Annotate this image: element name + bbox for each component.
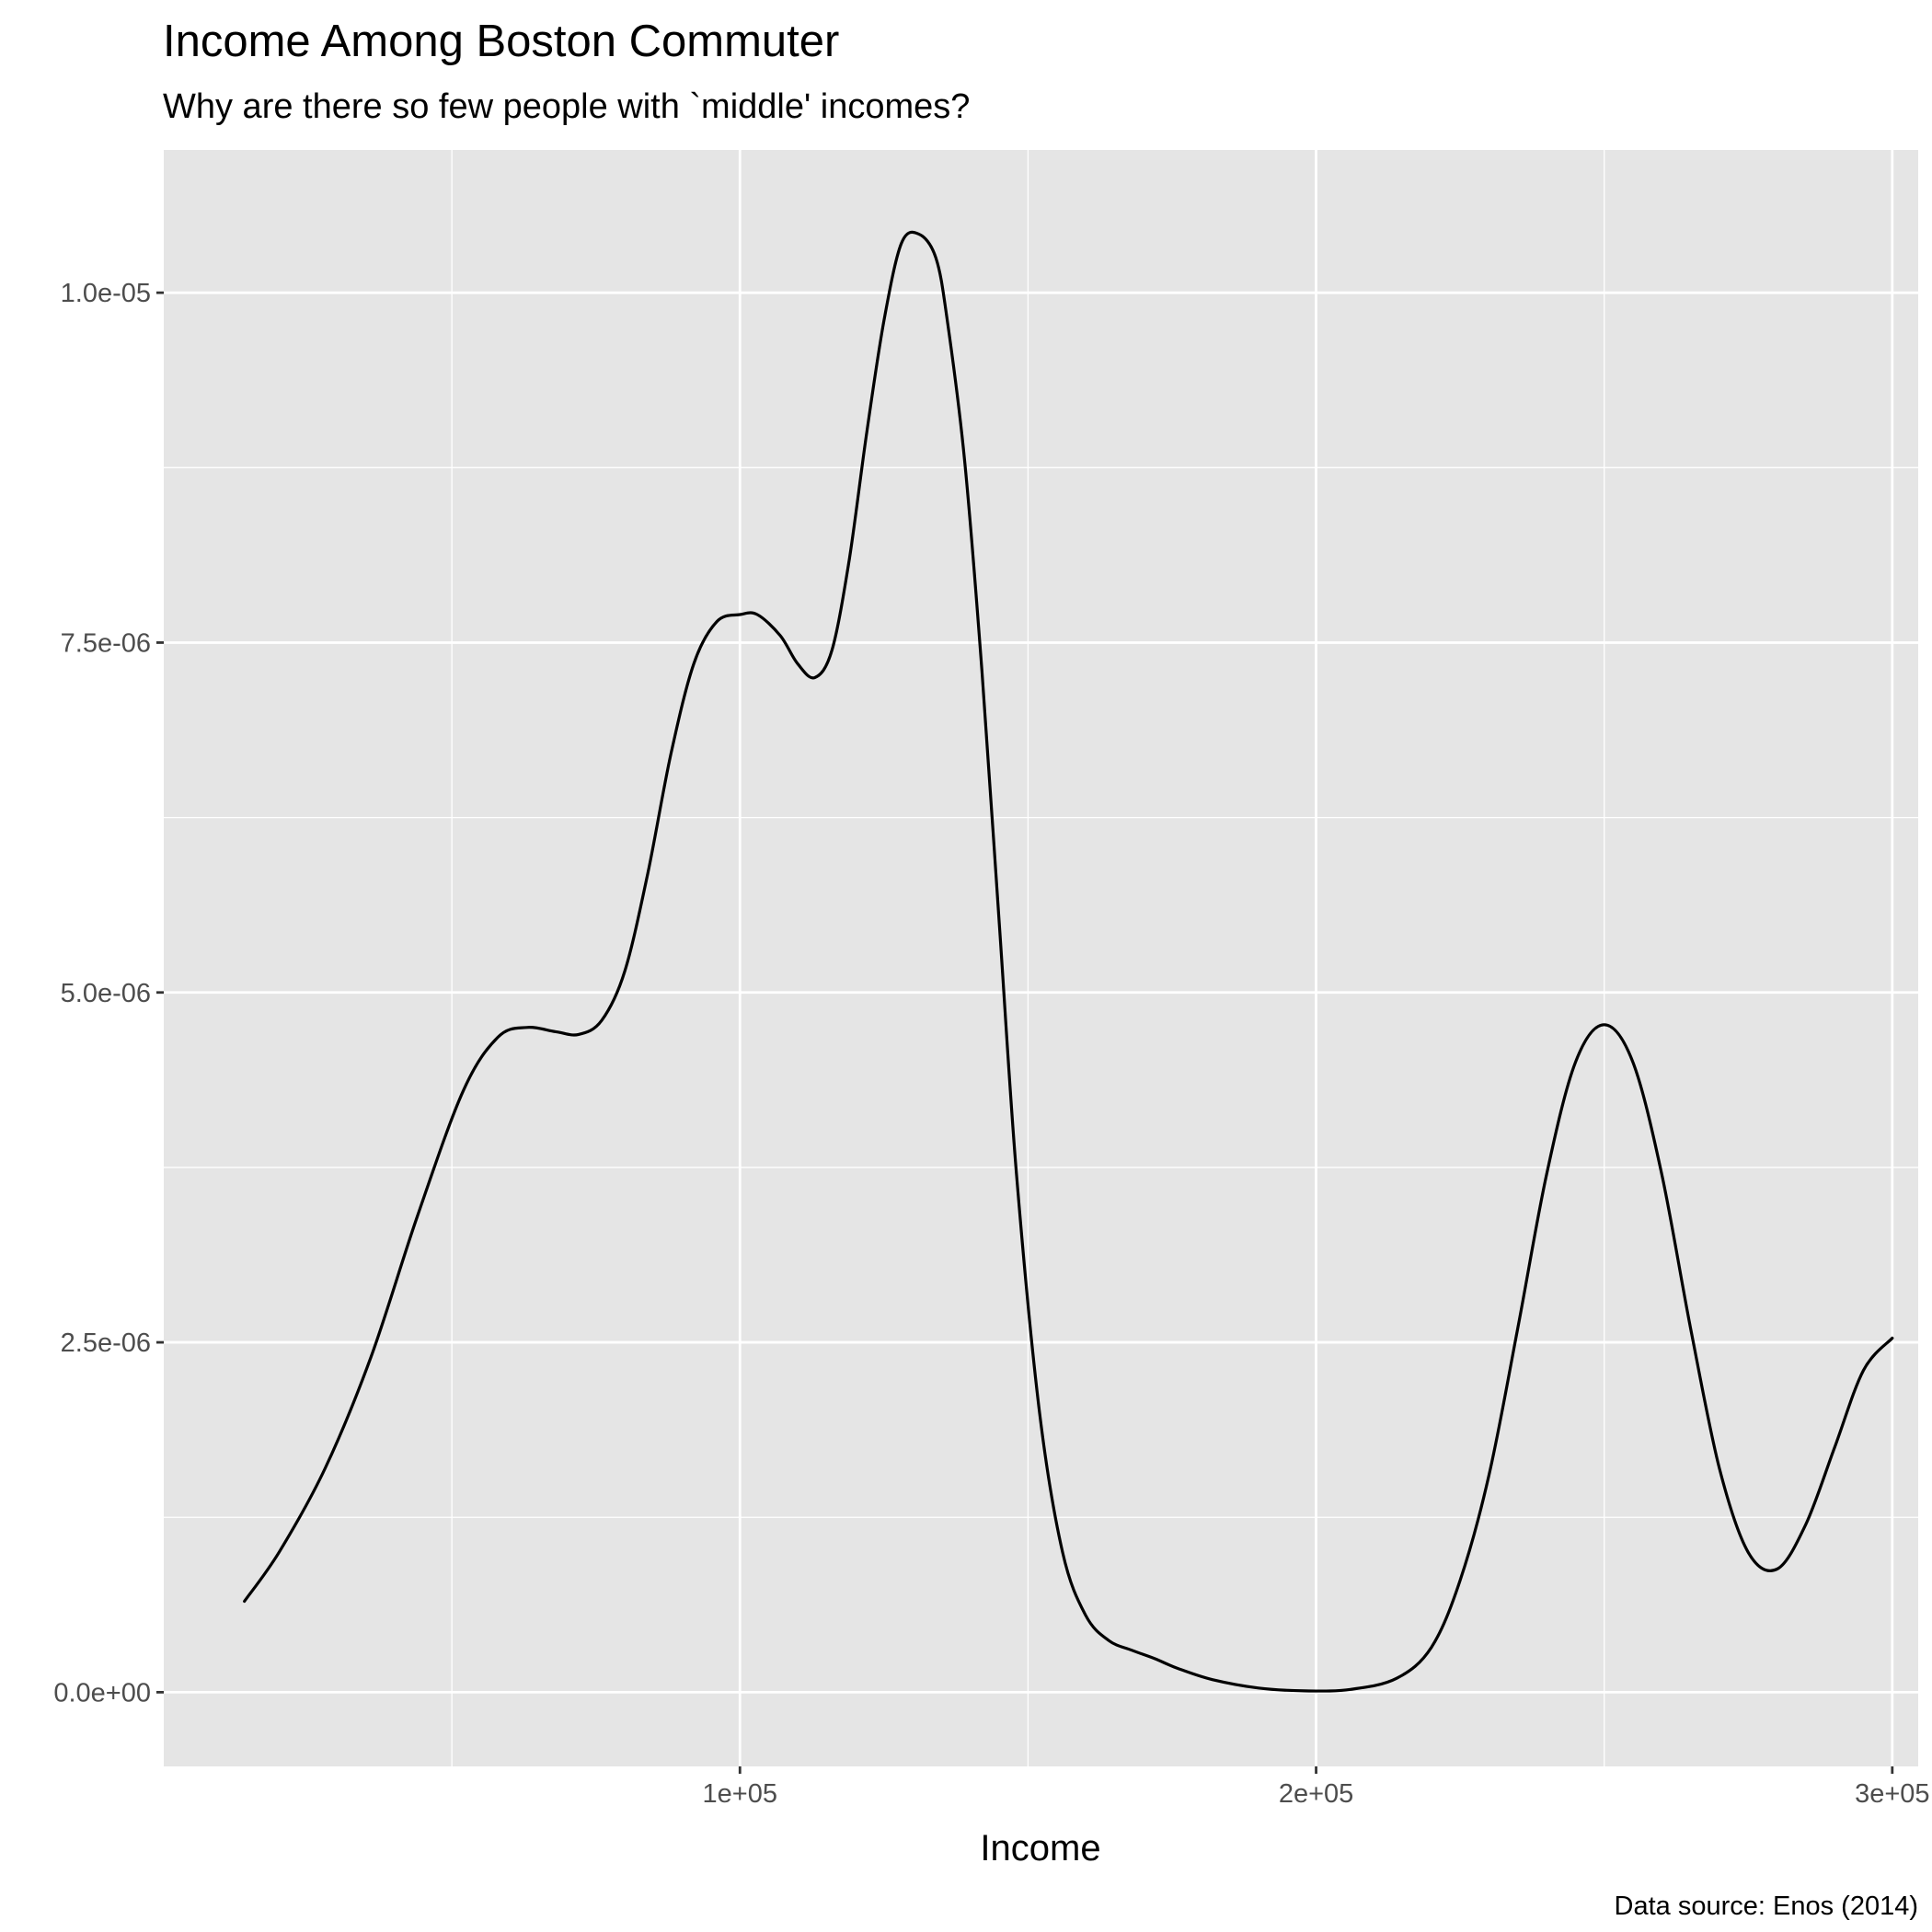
density-line: [243, 230, 1894, 1693]
x-tick-label-2: 3e+05: [1855, 1779, 1929, 1809]
x-tick-label-1: 2e+05: [1279, 1779, 1353, 1809]
y-tick-label-3: 7.5e-06: [61, 628, 151, 658]
chart-title: Income Among Boston Commuter: [163, 17, 839, 66]
y-tick-label-0: 0.0e+00: [53, 1678, 151, 1708]
chart-caption: Data source: Enos (2014): [1615, 1892, 1918, 1921]
y-tick-label-2: 5.0e-06: [61, 979, 151, 1008]
y-tick-label-4: 1.0e-05: [61, 279, 151, 308]
plot-panel: [164, 150, 1918, 1766]
chart-subtitle: Why are there so few people with `middle…: [163, 87, 970, 126]
x-tick-label-0: 1e+05: [703, 1779, 777, 1809]
minor-gridlines: [164, 150, 1918, 1766]
y-tick-label-1: 2.5e-06: [61, 1328, 151, 1358]
y-axis: 0.0e+00 2.5e-06 5.0e-06 7.5e-06 1.0e-05: [53, 279, 164, 1708]
x-axis: 1e+05 2e+05 3e+05: [703, 1766, 1930, 1809]
major-gridlines: [164, 150, 1918, 1766]
x-axis-title: Income: [980, 1828, 1100, 1869]
